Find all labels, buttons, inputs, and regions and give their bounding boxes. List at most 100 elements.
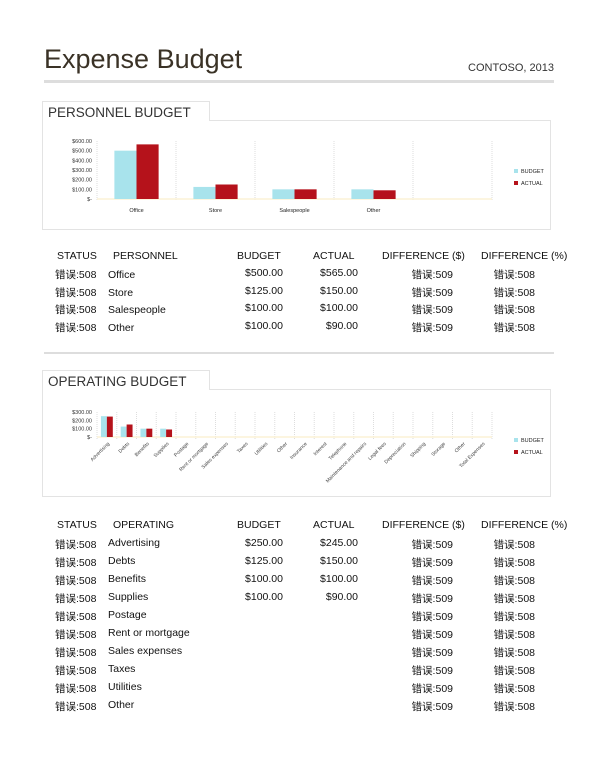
- cell-name: Taxes: [108, 663, 136, 675]
- cell-name: Benefits: [108, 573, 146, 585]
- bar-budget: [272, 189, 295, 199]
- cell-status: 错误:508: [55, 539, 97, 551]
- cell-diff: 错误:509: [411, 593, 453, 605]
- cell-name: Supplies: [108, 591, 149, 603]
- personnel-chart-panel: [42, 120, 551, 230]
- cell-status: 错误:508: [55, 629, 97, 641]
- bar-actual: [373, 190, 396, 199]
- cell-status: 错误:508: [55, 322, 97, 335]
- cell-actual: $100.00: [320, 302, 358, 315]
- cell-pct: 错误:508: [493, 701, 535, 713]
- cell-actual: $150.00: [320, 555, 358, 567]
- column-header: OPERATING: [113, 519, 175, 531]
- page-title: Expense Budget: [44, 44, 243, 74]
- operating-section-title: OPERATING BUDGET: [42, 370, 210, 390]
- cell-diff: 错误:509: [411, 286, 453, 299]
- bar-budget: [114, 150, 137, 199]
- cell-status: 错误:508: [55, 701, 97, 713]
- cell-name: Other: [108, 322, 135, 335]
- cell-name: Advertising: [108, 537, 160, 549]
- cell-name: Utilities: [108, 681, 142, 693]
- cell-status: 错误:508: [55, 683, 97, 695]
- column-header: ACTUAL: [313, 519, 355, 531]
- y-tick-label: $600.00: [72, 139, 92, 145]
- cell-status: 错误:508: [55, 269, 97, 281]
- bar-budget: [193, 186, 216, 199]
- cell-name: Salespeople: [108, 304, 166, 317]
- panel-border: [210, 389, 551, 390]
- x-tick-label: Store: [209, 208, 222, 214]
- personnel-section-title: PERSONNEL BUDGET: [42, 101, 210, 121]
- column-header: BUDGET: [237, 519, 281, 531]
- cell-diff: 错误:509: [411, 539, 453, 551]
- y-tick-label: $400.00: [72, 158, 92, 164]
- cell-diff: 错误:509: [411, 647, 453, 659]
- y-tick-label: $-: [87, 197, 92, 203]
- cell-pct: 错误:508: [493, 593, 535, 605]
- column-header: DIFFERENCE ($): [382, 250, 465, 262]
- bar-actual: [215, 184, 238, 199]
- cell-status: 错误:508: [55, 304, 97, 317]
- cell-actual: $90.00: [325, 320, 358, 333]
- cell-budget: $100.00: [245, 302, 283, 315]
- cell-pct: 错误:508: [493, 539, 535, 551]
- bar-actual: [136, 144, 159, 199]
- panel-border: [210, 120, 551, 121]
- cell-name: Postage: [108, 609, 147, 621]
- x-tick-label: Salespeople: [279, 208, 309, 214]
- y-tick-label: $100.00: [72, 187, 92, 193]
- cell-diff: 错误:509: [411, 629, 453, 641]
- cell-budget: $100.00: [245, 573, 283, 585]
- cell-pct: 错误:508: [493, 269, 535, 281]
- cell-budget: $125.00: [245, 284, 283, 297]
- cell-actual: $150.00: [320, 284, 358, 297]
- title-divider: [44, 80, 554, 83]
- y-tick-label: $200.00: [72, 178, 92, 184]
- cell-status: 错误:508: [55, 286, 97, 299]
- cell-pct: 错误:508: [493, 611, 535, 623]
- bar-actual: [294, 189, 317, 199]
- legend-label: BUDGET: [521, 169, 545, 175]
- cell-diff: 错误:509: [411, 322, 453, 335]
- cell-diff: 错误:509: [411, 683, 453, 695]
- column-header: DIFFERENCE (%): [481, 519, 568, 531]
- bar-budget: [351, 189, 374, 199]
- y-tick-label: $300.00: [72, 168, 92, 174]
- cell-pct: 错误:508: [493, 557, 535, 569]
- cell-pct: 错误:508: [493, 647, 535, 659]
- cell-pct: 错误:508: [493, 322, 535, 335]
- cell-pct: 错误:508: [493, 575, 535, 587]
- cell-status: 错误:508: [55, 665, 97, 677]
- column-header: DIFFERENCE (%): [481, 250, 568, 262]
- cell-diff: 错误:509: [411, 701, 453, 713]
- cell-pct: 错误:508: [493, 665, 535, 677]
- cell-pct: 错误:508: [493, 629, 535, 641]
- cell-name: Other: [108, 699, 135, 711]
- cell-budget: $250.00: [245, 537, 283, 549]
- legend-label: ACTUAL: [521, 181, 543, 187]
- cell-actual: $565.00: [320, 267, 358, 279]
- section-divider: [44, 352, 554, 354]
- cell-actual: $245.00: [320, 537, 358, 549]
- cell-pct: 错误:508: [493, 304, 535, 317]
- cell-diff: 错误:509: [411, 575, 453, 587]
- y-tick-label: $500.00: [72, 149, 92, 155]
- cell-name: Store: [108, 286, 134, 299]
- cell-actual: $90.00: [325, 591, 358, 603]
- cell-diff: 错误:509: [411, 269, 453, 281]
- operating-chart-panel: [42, 389, 551, 497]
- legend-swatch: [514, 169, 518, 173]
- column-header: STATUS: [57, 519, 97, 531]
- column-header: DIFFERENCE ($): [382, 519, 465, 531]
- cell-budget: $100.00: [245, 591, 283, 603]
- cell-diff: 错误:509: [411, 557, 453, 569]
- cell-budget: $100.00: [245, 320, 283, 333]
- x-tick-label: Office: [129, 208, 143, 214]
- cell-diff: 错误:509: [411, 611, 453, 623]
- cell-status: 错误:508: [55, 611, 97, 623]
- x-tick-label: Other: [367, 208, 381, 214]
- cell-name: Debts: [108, 555, 136, 567]
- cell-diff: 错误:509: [411, 304, 453, 317]
- cell-actual: $100.00: [320, 573, 358, 585]
